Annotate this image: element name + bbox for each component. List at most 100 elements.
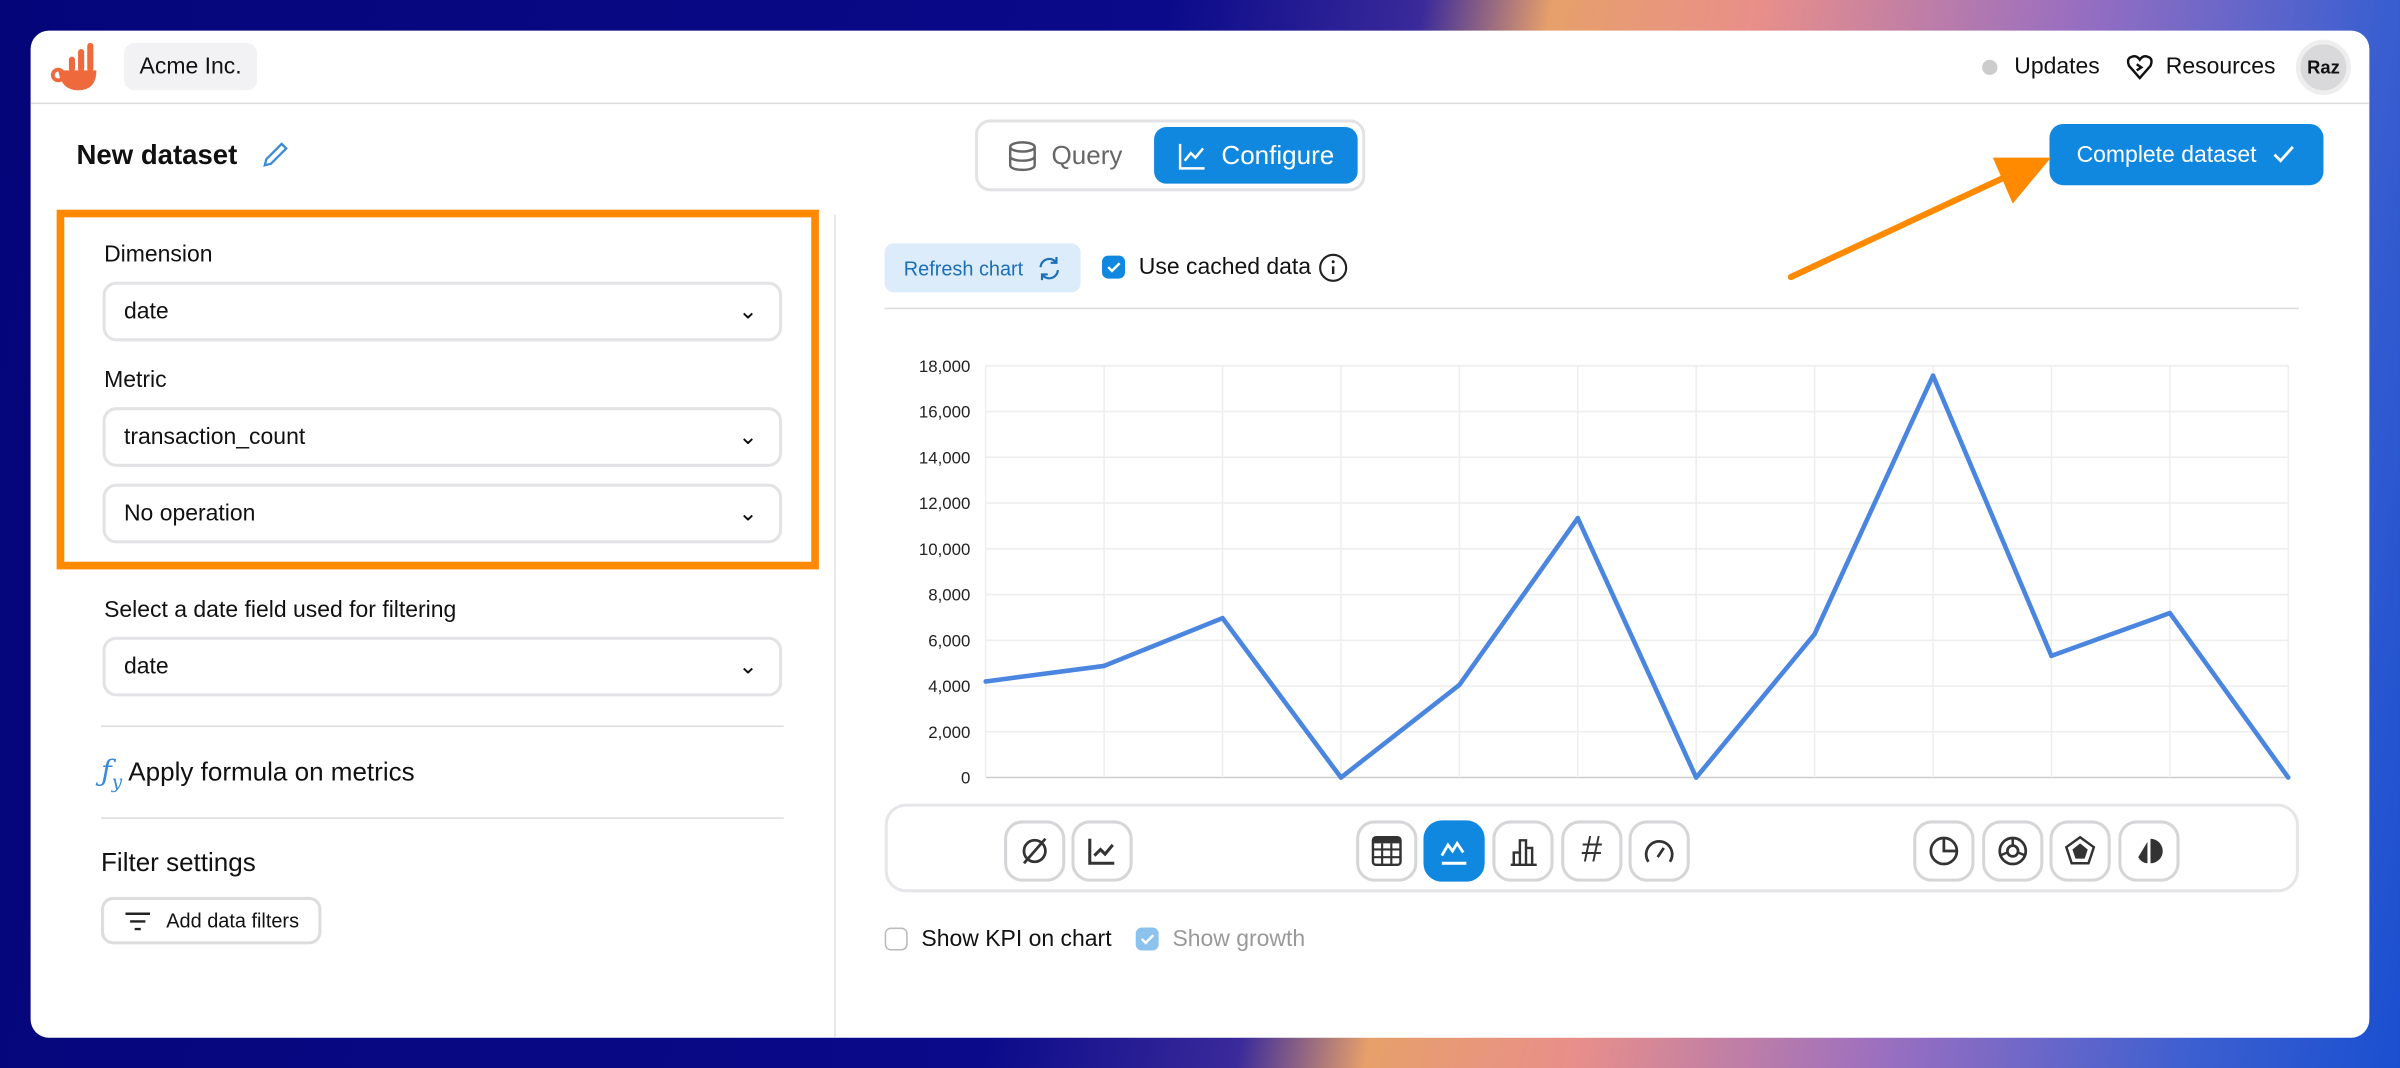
operation-select[interactable]: No operation ⌄ xyxy=(102,483,783,544)
trend-icon xyxy=(1088,838,1115,865)
show-kpi-checkbox[interactable] xyxy=(884,927,908,951)
hash-icon: # xyxy=(1581,829,1603,871)
bar-chart-icon xyxy=(1510,839,1537,867)
data-point xyxy=(1693,775,1699,780)
chart-type-line[interactable] xyxy=(1423,820,1485,882)
use-cached-checkbox[interactable] xyxy=(1102,255,1125,279)
chevron-down-icon: ⌄ xyxy=(738,423,758,450)
check-icon xyxy=(2273,146,2295,163)
x-tick-label: Feb 2005 xyxy=(1069,795,1140,796)
chart-type-trend[interactable] xyxy=(1071,820,1133,882)
x-tick-label: May 2005 xyxy=(1422,795,1496,796)
donut-chart-icon xyxy=(1998,836,2028,866)
filter-icon xyxy=(124,911,150,930)
chart-type-pie[interactable] xyxy=(1913,820,1975,882)
pie-chart-icon xyxy=(1929,836,1959,866)
empty-set-icon xyxy=(1022,837,1047,865)
y-tick-label: 10,000 xyxy=(919,540,970,559)
x-tick-label: Mar 2005 xyxy=(1187,795,1258,796)
logo-icon xyxy=(50,42,97,91)
chart-type-donut[interactable] xyxy=(1982,820,2044,882)
add-data-filters-label: Add data filters xyxy=(166,909,300,933)
gauge-icon xyxy=(1644,840,1674,863)
tab-configure[interactable]: Configure xyxy=(1154,127,1358,184)
sunburst-icon xyxy=(2138,838,2163,864)
x-tick-label: Jan 2005 xyxy=(951,795,1020,796)
y-tick-label: 0 xyxy=(961,769,970,788)
metric-select[interactable]: transaction_count ⌄ xyxy=(102,407,783,467)
avatar[interactable]: Raz xyxy=(2295,39,2352,95)
org-switcher[interactable]: Acme Inc. xyxy=(123,42,258,91)
data-point xyxy=(1812,631,1817,637)
radar-chart-icon xyxy=(2064,835,2096,865)
chevron-down-icon: ⌄ xyxy=(738,653,758,680)
chevron-down-icon: ⌄ xyxy=(738,500,758,527)
complete-dataset-button[interactable]: Complete dataset xyxy=(2049,123,2324,186)
tab-configure-label: Configure xyxy=(1221,140,1335,170)
operation-value: No operation xyxy=(123,500,256,527)
chart-type-table[interactable] xyxy=(1356,820,1418,882)
show-growth-checkbox[interactable] xyxy=(1135,927,1159,951)
refresh-chart-button[interactable]: Refresh chart xyxy=(884,243,1081,293)
line-chart-icon xyxy=(1440,840,1467,865)
y-tick-label: 16,000 xyxy=(919,403,970,422)
highlight-box xyxy=(56,209,819,570)
add-data-filters-button[interactable]: Add data filters xyxy=(101,896,322,945)
resources-link[interactable]: Resources xyxy=(2165,53,2276,80)
show-growth-label: Show growth xyxy=(1172,926,1306,953)
refresh-icon xyxy=(1038,256,1059,280)
dimension-select[interactable]: date ⌄ xyxy=(102,281,783,342)
data-point xyxy=(983,679,989,684)
chart-type-none[interactable] xyxy=(1004,820,1066,882)
chart-type-gauge[interactable] xyxy=(1628,820,1690,882)
chart-type-bar[interactable] xyxy=(1492,820,1554,882)
page-title: New dataset xyxy=(76,139,238,170)
data-point xyxy=(1220,615,1225,621)
x-tick-label: Sep 2005 xyxy=(1897,795,1969,796)
check-icon xyxy=(1107,262,1121,273)
status-dot-icon xyxy=(1982,59,1998,75)
refresh-chart-label: Refresh chart xyxy=(903,256,1024,280)
use-cached-label: Use cached data xyxy=(1138,254,1312,281)
data-point xyxy=(1101,663,1107,669)
chart-type-sunburst[interactable] xyxy=(2118,820,2180,882)
y-tick-label: 18,000 xyxy=(919,357,970,376)
top-bar: Acme Inc. Updates Resources Raz xyxy=(30,31,2370,105)
filter-settings-heading: Filter settings xyxy=(101,847,256,878)
tab-query-label: Query xyxy=(1051,140,1123,170)
data-point xyxy=(2049,653,2054,659)
data-point xyxy=(2167,610,2173,616)
divider xyxy=(101,817,784,819)
data-point xyxy=(1575,515,1581,521)
y-tick-label: 12,000 xyxy=(919,494,970,513)
formula-icon: ƒy xyxy=(101,754,123,793)
x-tick-label: Aug 2005 xyxy=(1779,795,1851,796)
divider xyxy=(101,725,784,728)
chevron-down-icon: ⌄ xyxy=(738,298,758,325)
mode-toggle: Query Configure xyxy=(974,119,1366,192)
dimension-label: Dimension xyxy=(104,241,213,268)
apply-formula-button[interactable]: ƒy Apply formula on metrics xyxy=(101,755,415,793)
data-point xyxy=(1457,682,1462,688)
data-point xyxy=(1930,373,1936,378)
x-tick-label: Jul 2005 xyxy=(1664,795,1728,796)
complete-dataset-label: Complete dataset xyxy=(2076,141,2257,168)
table-icon xyxy=(1371,836,1402,867)
heart-icon xyxy=(2126,55,2153,80)
pencil-icon[interactable] xyxy=(260,139,291,170)
x-tick-label: Apr 2005 xyxy=(1307,795,1375,796)
info-icon[interactable] xyxy=(1318,253,1349,284)
data-point xyxy=(1338,775,1344,780)
tab-query[interactable]: Query xyxy=(984,127,1152,184)
updates-link[interactable]: Updates xyxy=(2014,53,2100,80)
show-kpi-label: Show KPI on chart xyxy=(921,926,1112,953)
y-tick-label: 14,000 xyxy=(919,448,970,467)
y-tick-label: 6,000 xyxy=(928,631,970,650)
apply-formula-label: Apply formula on metrics xyxy=(128,758,415,788)
chart-type-radar[interactable] xyxy=(2049,820,2111,882)
line-chart: 0 2,000 4,000 6,000 8,000 10,000 12,000 14,000 1… xyxy=(919,357,2316,796)
date-filter-select[interactable]: date ⌄ xyxy=(102,636,783,697)
panel-divider xyxy=(834,214,836,1038)
chart-type-number[interactable]: # xyxy=(1561,820,1623,882)
